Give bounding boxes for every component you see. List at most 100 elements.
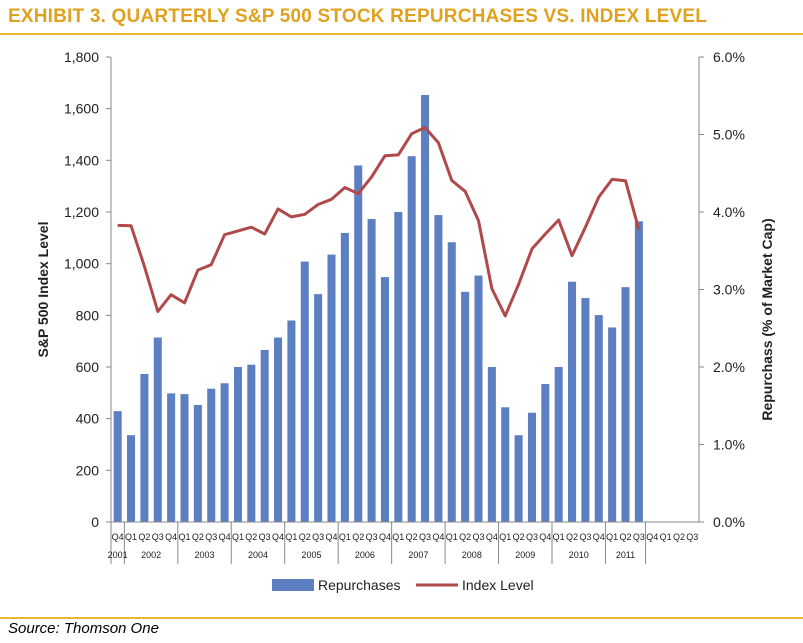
year-label: 2011	[616, 550, 635, 560]
repurchases-bar	[274, 337, 283, 522]
repurchases-bar	[233, 367, 242, 522]
repurchases-bar	[608, 327, 617, 522]
year-label: 2003	[195, 550, 215, 560]
repurchases-bar	[247, 364, 256, 522]
right-tick-label: 5.0%	[713, 127, 745, 143]
quarter-label: Q3	[312, 532, 324, 542]
repurchases-bar	[474, 275, 483, 522]
repurchases-bar	[300, 261, 309, 522]
bars-layer	[113, 94, 643, 523]
repurchases-bar	[568, 281, 577, 522]
repurchases-bar	[327, 254, 336, 522]
index-level-line	[117, 126, 641, 318]
legend-swatch-repurchases	[272, 579, 314, 591]
repurchases-bar	[541, 384, 550, 522]
left-tick-label: 200	[76, 462, 100, 478]
repurchases-bar	[554, 367, 563, 522]
source-rule	[0, 617, 803, 619]
quarter-label: Q2	[192, 532, 204, 542]
quarter-label: Q3	[633, 532, 645, 542]
repurchases-bar	[581, 298, 590, 522]
repurchases-bar	[180, 394, 189, 522]
quarter-label: Q3	[259, 532, 271, 542]
year-label: 2002	[141, 550, 161, 560]
repurchases-bar	[140, 373, 149, 522]
repurchases-bar	[447, 242, 456, 522]
axes-layer	[106, 56, 704, 564]
repurchases-bar	[167, 393, 176, 522]
repurchases-bar	[260, 349, 269, 522]
year-label: 2006	[355, 550, 375, 560]
quarter-label: Q3	[686, 532, 698, 542]
repurchases-bar	[621, 287, 630, 522]
title-rule	[0, 33, 803, 35]
quarter-label: Q1	[606, 532, 618, 542]
repurchases-bar	[380, 277, 389, 522]
left-tick-label: 1,000	[64, 256, 99, 272]
repurchases-bar	[501, 407, 510, 522]
labels-layer: 0 200 400 600 800 1,000 1,200 1,400 1,600 1,800 0.…	[35, 49, 775, 560]
left-axis-title: S&P 500 Index Level	[35, 222, 51, 358]
quarter-label: Q2	[459, 532, 471, 542]
year-label: 2004	[248, 550, 268, 560]
quarter-label: Q1	[446, 532, 458, 542]
quarter-label: Q3	[366, 532, 378, 542]
right-tick-label: 3.0%	[713, 282, 745, 298]
repurchases-bar	[394, 212, 403, 522]
quarter-label: Q4	[379, 532, 391, 542]
left-tick-label: 1,200	[64, 204, 99, 220]
right-tick-label: 1.0%	[713, 437, 745, 453]
repurchases-bar	[407, 156, 416, 522]
quarter-label: Q2	[513, 532, 525, 542]
right-axis-title: Repurchass (% of Market Cap)	[759, 218, 775, 420]
repurchases-bar	[207, 388, 216, 522]
source-note: Source: Thomson One	[8, 620, 159, 637]
left-tick-label: 600	[76, 359, 100, 375]
quarter-label: Q2	[406, 532, 418, 542]
repurchases-bar	[193, 404, 202, 522]
legend-layer: Repurchases Index Level	[272, 577, 534, 593]
quarter-label: Q1	[660, 532, 672, 542]
quarter-label: Q3	[526, 532, 538, 542]
year-label: 2005	[301, 550, 321, 560]
quarter-label: Q2	[673, 532, 685, 542]
line-layer	[117, 126, 641, 318]
repurchases-bar	[287, 320, 296, 522]
legend-label-repurchases: Repurchases	[318, 577, 401, 593]
quarter-label: Q4	[219, 532, 231, 542]
quarter-label: Q4	[165, 532, 177, 542]
repurchases-bar	[487, 367, 496, 522]
quarter-label: Q3	[472, 532, 484, 542]
repurchases-bar	[113, 411, 122, 522]
quarter-label: Q4	[539, 532, 551, 542]
repurchases-bar	[314, 294, 323, 522]
quarter-label: Q4	[646, 532, 658, 542]
quarter-label: Q2	[245, 532, 257, 542]
repurchases-bar	[340, 232, 349, 523]
quarter-label: Q1	[392, 532, 404, 542]
repurchases-bar	[594, 315, 603, 522]
repurchases-bar	[153, 337, 162, 522]
right-tick-label: 4.0%	[713, 204, 745, 220]
quarter-label: Q4	[272, 532, 284, 542]
quarter-label: Q3	[152, 532, 164, 542]
year-label: 2007	[408, 550, 428, 560]
year-label: 2008	[462, 550, 482, 560]
repurchases-bar	[127, 435, 136, 522]
quarter-label: Q2	[138, 532, 150, 542]
quarter-label: Q3	[419, 532, 431, 542]
quarter-label: Q1	[125, 532, 137, 542]
quarter-label: Q4	[325, 532, 337, 542]
quarter-label: Q2	[619, 532, 631, 542]
quarter-label: Q2	[352, 532, 364, 542]
left-tick-label: 800	[76, 307, 100, 323]
repurchases-bar	[514, 435, 523, 522]
quarter-label: Q3	[205, 532, 217, 542]
quarter-label: Q2	[299, 532, 311, 542]
quarter-label: Q1	[553, 532, 565, 542]
right-tick-label: 0.0%	[713, 514, 745, 530]
chart-title: EXHIBIT 3. QUARTERLY S&P 500 STOCK REPUR…	[8, 6, 708, 27]
quarter-label: Q1	[232, 532, 244, 542]
repurchases-bar	[527, 412, 536, 522]
